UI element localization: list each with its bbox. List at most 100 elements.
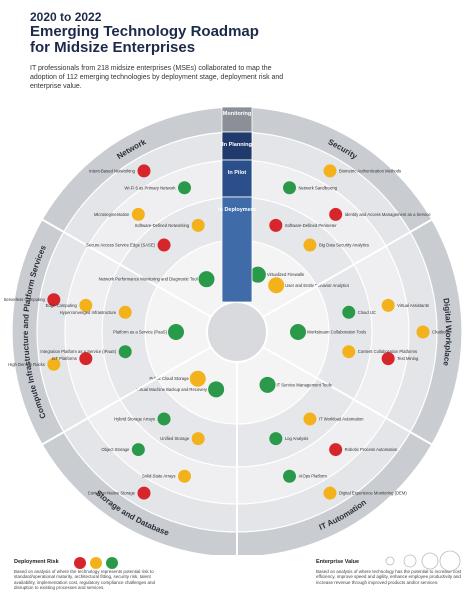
tech-bubble: [131, 443, 145, 457]
tech-label: Wi-Fi 6 as Primary Network: [125, 185, 177, 190]
tech-bubble: [191, 432, 205, 446]
tech-bubble: [381, 352, 395, 366]
tech-label: IT Service Management Tools: [277, 382, 332, 387]
tech-label: Log Analysis: [285, 436, 309, 441]
tech-bubble: [416, 325, 430, 339]
tech-bubble: [189, 370, 206, 387]
sector-divider: [262, 218, 433, 318]
tech-label: Workstream Collaboration Tools: [307, 330, 366, 335]
tech-label: AIOps Platform: [299, 474, 328, 479]
tech-bubble: [168, 324, 184, 340]
tech-bubble: [303, 412, 317, 426]
tech-label: Identity and Access Management as a Serv…: [345, 212, 432, 217]
tech-label: Digital Experience Monitoring (DEM): [339, 491, 407, 496]
tech-label: Chatbots: [432, 330, 449, 335]
tech-label: Secure Access Service Edge (SASE): [86, 243, 155, 248]
tech-bubble: [118, 305, 132, 319]
subtitle: IT professionals from 218 midsize enterp…: [30, 65, 284, 90]
tech-label: Integration Platform as a Service (iPaaS…: [40, 349, 116, 354]
tech-bubble: [79, 298, 93, 312]
title: for Midsize Enterprises: [30, 39, 196, 56]
tech-label: Edge Computing: [46, 303, 78, 308]
tech-bubble: [259, 376, 276, 393]
tech-label: Cloud UC: [358, 310, 376, 315]
tech-label: Hyperconverged Infrastructure: [60, 310, 117, 315]
tech-label: Serverless Computing: [4, 297, 46, 302]
tech-label: Text Mining: [397, 356, 419, 361]
tech-bubble: [177, 469, 191, 483]
value-legend: Enterprise Value Based on analysis of wh…: [316, 559, 466, 585]
legend-text: Based on analysis of where technology ha…: [316, 568, 462, 585]
legend-text: Based on analysis of where the technolog…: [14, 568, 155, 591]
tech-label: Robotic Process Automation: [345, 447, 398, 452]
tech-label: Network Performance Monitoring and Diagn…: [99, 277, 198, 282]
tech-label: Big Data Security Analytics: [319, 243, 369, 248]
tech-label: Intent-Based Networking: [89, 168, 136, 173]
stage-bar: [221, 196, 253, 303]
tech-label: Content Collaboration Platforms: [358, 349, 417, 354]
tech-bubble: [208, 381, 225, 398]
tech-bubble: [329, 207, 343, 221]
tech-bubble: [79, 352, 93, 366]
tech-label: IoT Platforms: [52, 356, 77, 361]
tech-label: Hybrid Storage Arrays: [114, 416, 155, 421]
sector-divider: [41, 218, 212, 318]
title: Emerging Technology Roadmap: [30, 23, 259, 40]
tech-bubble: [268, 277, 285, 294]
sector-divider: [262, 346, 433, 446]
tech-label: Object Storage: [101, 447, 130, 452]
tech-bubble: [198, 271, 215, 288]
tech-label: Network Sandboxing: [299, 185, 338, 190]
center: [206, 301, 268, 363]
tech-label: Software-Defined Networking: [135, 223, 190, 228]
tech-bubble: [283, 469, 297, 483]
tech-bubble: [329, 443, 343, 457]
tech-bubble: [269, 432, 283, 446]
tech-bubble: [269, 218, 283, 232]
stage-bar: [221, 106, 253, 133]
tech-bubble: [249, 266, 266, 283]
eyebrow: 2020 to 2022: [30, 10, 102, 24]
tech-bubble: [177, 181, 191, 195]
risk-legend: Deployment Risk Based on analysis of whe…: [14, 559, 164, 591]
tech-label: Solid-State Arrays: [142, 474, 176, 479]
sector-label: Digital Workplace: [441, 298, 453, 368]
tech-bubble: [137, 164, 151, 178]
tech-bubble: [303, 238, 317, 252]
tech-label: Microsegmentation: [94, 212, 130, 217]
tech-label: Unified Storage: [160, 436, 190, 441]
tech-label: Software-Defined Perimeter: [285, 223, 337, 228]
legend-title: Enterprise Value: [316, 559, 360, 565]
tech-bubble: [118, 345, 132, 359]
tech-bubble: [290, 324, 306, 340]
tech-label: Virtual Machine Backup and Recovery: [136, 387, 208, 392]
header: 2020 to 2022 Emerging Technology Roadmap…: [30, 10, 300, 91]
tech-label: Virtualized Firewalls: [267, 272, 304, 277]
tech-bubble: [342, 305, 356, 319]
tech-label: Virtual Assistants: [397, 303, 429, 308]
tech-label: Container-Native Storage: [88, 491, 136, 496]
tech-bubble: [47, 293, 61, 307]
tech-label: Platform as a Service (PaaS): [113, 330, 168, 335]
stage-label: Monitoring: [223, 111, 251, 117]
stage-label: In Planning: [222, 142, 252, 148]
tech-bubble: [342, 345, 356, 359]
tech-label: Biometric Authentication Methods: [339, 168, 401, 173]
tech-bubble: [381, 298, 395, 312]
sector-divider: [41, 346, 212, 446]
tech-label: Public Cloud Storage: [149, 376, 189, 381]
sector-label-path: Digital Workplace: [441, 298, 453, 368]
tech-bubble: [137, 486, 151, 500]
tech-bubble: [47, 357, 61, 371]
tech-bubble: [323, 164, 337, 178]
tech-bubble: [157, 412, 171, 426]
stage-bar: [221, 159, 253, 198]
stage-label: In Deployment: [218, 207, 256, 213]
tech-bubble: [283, 181, 297, 195]
tech-label: High Density Racks: [8, 362, 45, 367]
stage-label: In Pilot: [228, 170, 247, 176]
tech-label: IT Workload Automation: [319, 416, 364, 421]
tech-bubble: [157, 238, 171, 252]
